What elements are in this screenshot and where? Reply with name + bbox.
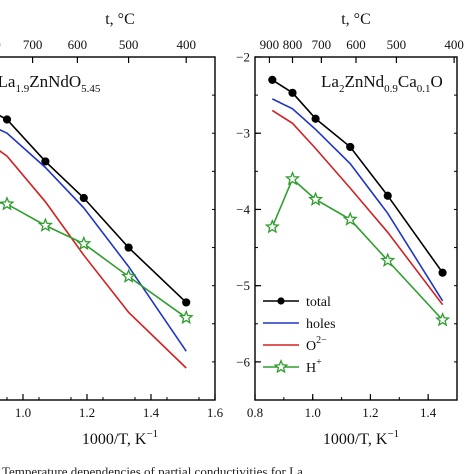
top-tick-label: 500 <box>119 37 139 52</box>
x-tick-label: 0.8 <box>247 405 263 420</box>
point-proton <box>37 217 53 232</box>
series-line-total <box>271 79 444 274</box>
point-proton <box>121 268 137 283</box>
panel-formula: La2ZnNd0.9Ca0.1O <box>321 72 443 95</box>
panel-2: 0.8 1.0 1.2 1.4 900 800 700 600 500 400 −2 −3 −4 −5 −6… <box>236 11 464 448</box>
formula-segment: La <box>321 72 339 91</box>
x-axis-title: 1000/T, K−1 <box>82 428 158 448</box>
x-axis-title-sup: −1 <box>146 428 158 440</box>
x-tick-label: 1.0 <box>305 405 321 420</box>
panel-1: 1.0 1.2 1.4 1.6 800 700 600 500 400 t, °C 1000/T, … <box>0 11 224 448</box>
figure-caption: Temperature dependencies of partial cond… <box>2 464 303 474</box>
point-total <box>383 191 392 200</box>
point-proton <box>0 196 15 211</box>
legend-label-total: total <box>306 295 331 310</box>
point-total <box>2 115 12 124</box>
plot-area <box>264 75 451 327</box>
x-axis-title: 1000/T, K−1 <box>323 428 399 448</box>
point-total <box>346 142 355 152</box>
point-proton <box>380 252 396 267</box>
point-proton <box>178 309 194 325</box>
formula-segment: Ca <box>398 72 417 91</box>
top-tick-label: 600 <box>346 37 366 52</box>
point-total <box>79 193 88 203</box>
point-total <box>268 75 277 84</box>
y-tick-label: −3 <box>236 126 250 141</box>
series-line-holes <box>0 128 187 352</box>
top-tick-label: 600 <box>68 37 88 52</box>
plot-frame <box>254 56 458 401</box>
y-tick-label: −6 <box>236 354 250 369</box>
series-line-holes <box>271 98 444 302</box>
point-total <box>311 114 320 123</box>
legend-label-main: total <box>306 295 331 310</box>
legend-label-sup: 2− <box>316 335 327 346</box>
point-proton <box>435 312 451 327</box>
formula-segment: La <box>0 72 16 91</box>
series-line-proton <box>0 201 187 319</box>
x-axis-title-main: 1000/T, K <box>82 431 147 448</box>
legend-label-main: O <box>306 339 316 354</box>
y-tick-label: −2 <box>236 50 250 65</box>
top-tick-label: 700 <box>23 37 43 52</box>
x-tick-label: 1.4 <box>143 405 160 420</box>
point-total <box>438 268 447 277</box>
formula-subscript: 2 <box>339 83 345 95</box>
point-proton <box>308 191 324 207</box>
point-proton <box>342 211 358 226</box>
legend-label-main: holes <box>306 317 336 332</box>
formula-subscript: 5.45 <box>81 83 101 95</box>
point-proton <box>284 171 301 186</box>
point-total <box>41 157 50 166</box>
top-tick-label: 400 <box>176 37 196 52</box>
series-line-oxygen <box>271 109 444 306</box>
point-total <box>124 243 133 252</box>
top-axis-title: t, °C <box>105 11 135 28</box>
x-axis-title-main: 1000/T, K <box>323 431 388 448</box>
plot-frame <box>0 56 216 401</box>
point-total <box>288 88 297 97</box>
series-line-proton <box>271 177 444 321</box>
legend-label-oxygen: O2− <box>306 335 327 354</box>
plot-area <box>0 114 194 369</box>
y-tick-label: −4 <box>236 202 250 217</box>
top-tick-label: 900 <box>260 37 280 52</box>
legend-label-sup: + <box>316 357 322 368</box>
legend: total holes O2− H+ <box>263 295 336 376</box>
formula-segment: ZnNdO <box>29 72 81 91</box>
point-proton <box>76 235 92 251</box>
series-line-oxygen <box>0 150 187 369</box>
x-tick-label: 1.4 <box>420 405 437 420</box>
formula-subscript: 1.9 <box>15 83 29 95</box>
formula-subscript: 0.9 <box>384 83 398 95</box>
formula-subscript: 0.1 <box>417 83 431 95</box>
formula-segment: O <box>431 72 443 91</box>
top-axis-title: t, °C <box>341 11 371 28</box>
x-tick-label: 1.0 <box>15 405 31 420</box>
point-proton <box>264 219 280 234</box>
x-tick-label: 1.6 <box>207 405 224 420</box>
y-tick-label: −5 <box>236 278 250 293</box>
top-tick-label: 700 <box>312 37 332 52</box>
point-total <box>182 298 191 307</box>
series-line-total <box>0 114 187 303</box>
formula-segment: ZnNd <box>344 72 384 91</box>
x-tick-label: 1.2 <box>362 405 378 420</box>
x-axis-title-sup: −1 <box>387 428 399 440</box>
top-tick-label: 500 <box>387 37 407 52</box>
legend-marker-total <box>277 297 285 305</box>
top-tick-label: 800 <box>283 37 303 52</box>
legend-label-main: H <box>306 361 316 376</box>
x-tick-label: 1.2 <box>79 405 95 420</box>
legend-label-proton: H+ <box>306 357 322 376</box>
top-tick-label: 400 <box>444 37 464 52</box>
legend-marker-proton <box>273 359 289 374</box>
top-tick-label: 800 <box>0 37 1 52</box>
legend-label-holes: holes <box>306 317 336 332</box>
